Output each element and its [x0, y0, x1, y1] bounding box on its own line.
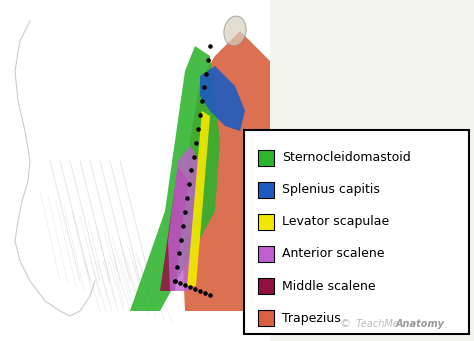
Bar	[258, 310, 274, 326]
Polygon shape	[187, 111, 210, 286]
Bar	[258, 246, 274, 262]
Bar	[258, 150, 274, 166]
Bar	[258, 278, 274, 294]
Text: ©: ©	[340, 319, 351, 329]
Text: Splenius capitis: Splenius capitis	[282, 183, 380, 196]
Text: TeachMe: TeachMe	[353, 319, 399, 329]
Text: Anatomy: Anatomy	[396, 319, 445, 329]
Text: .: .	[444, 323, 446, 329]
Text: Anterior scalene: Anterior scalene	[282, 248, 384, 261]
Text: Trapezius: Trapezius	[282, 312, 341, 325]
Polygon shape	[130, 46, 220, 311]
Ellipse shape	[224, 16, 246, 46]
Polygon shape	[160, 166, 188, 291]
Text: Levator scapulae: Levator scapulae	[282, 215, 389, 228]
Bar	[258, 182, 274, 198]
Polygon shape	[182, 31, 270, 311]
Polygon shape	[168, 146, 200, 291]
Text: Sternocleidomastoid: Sternocleidomastoid	[282, 151, 411, 164]
Bar	[244, 130, 469, 334]
Bar	[0, 0, 270, 341]
Bar	[258, 214, 274, 230]
Text: Middle scalene: Middle scalene	[282, 280, 376, 293]
Polygon shape	[200, 66, 245, 131]
